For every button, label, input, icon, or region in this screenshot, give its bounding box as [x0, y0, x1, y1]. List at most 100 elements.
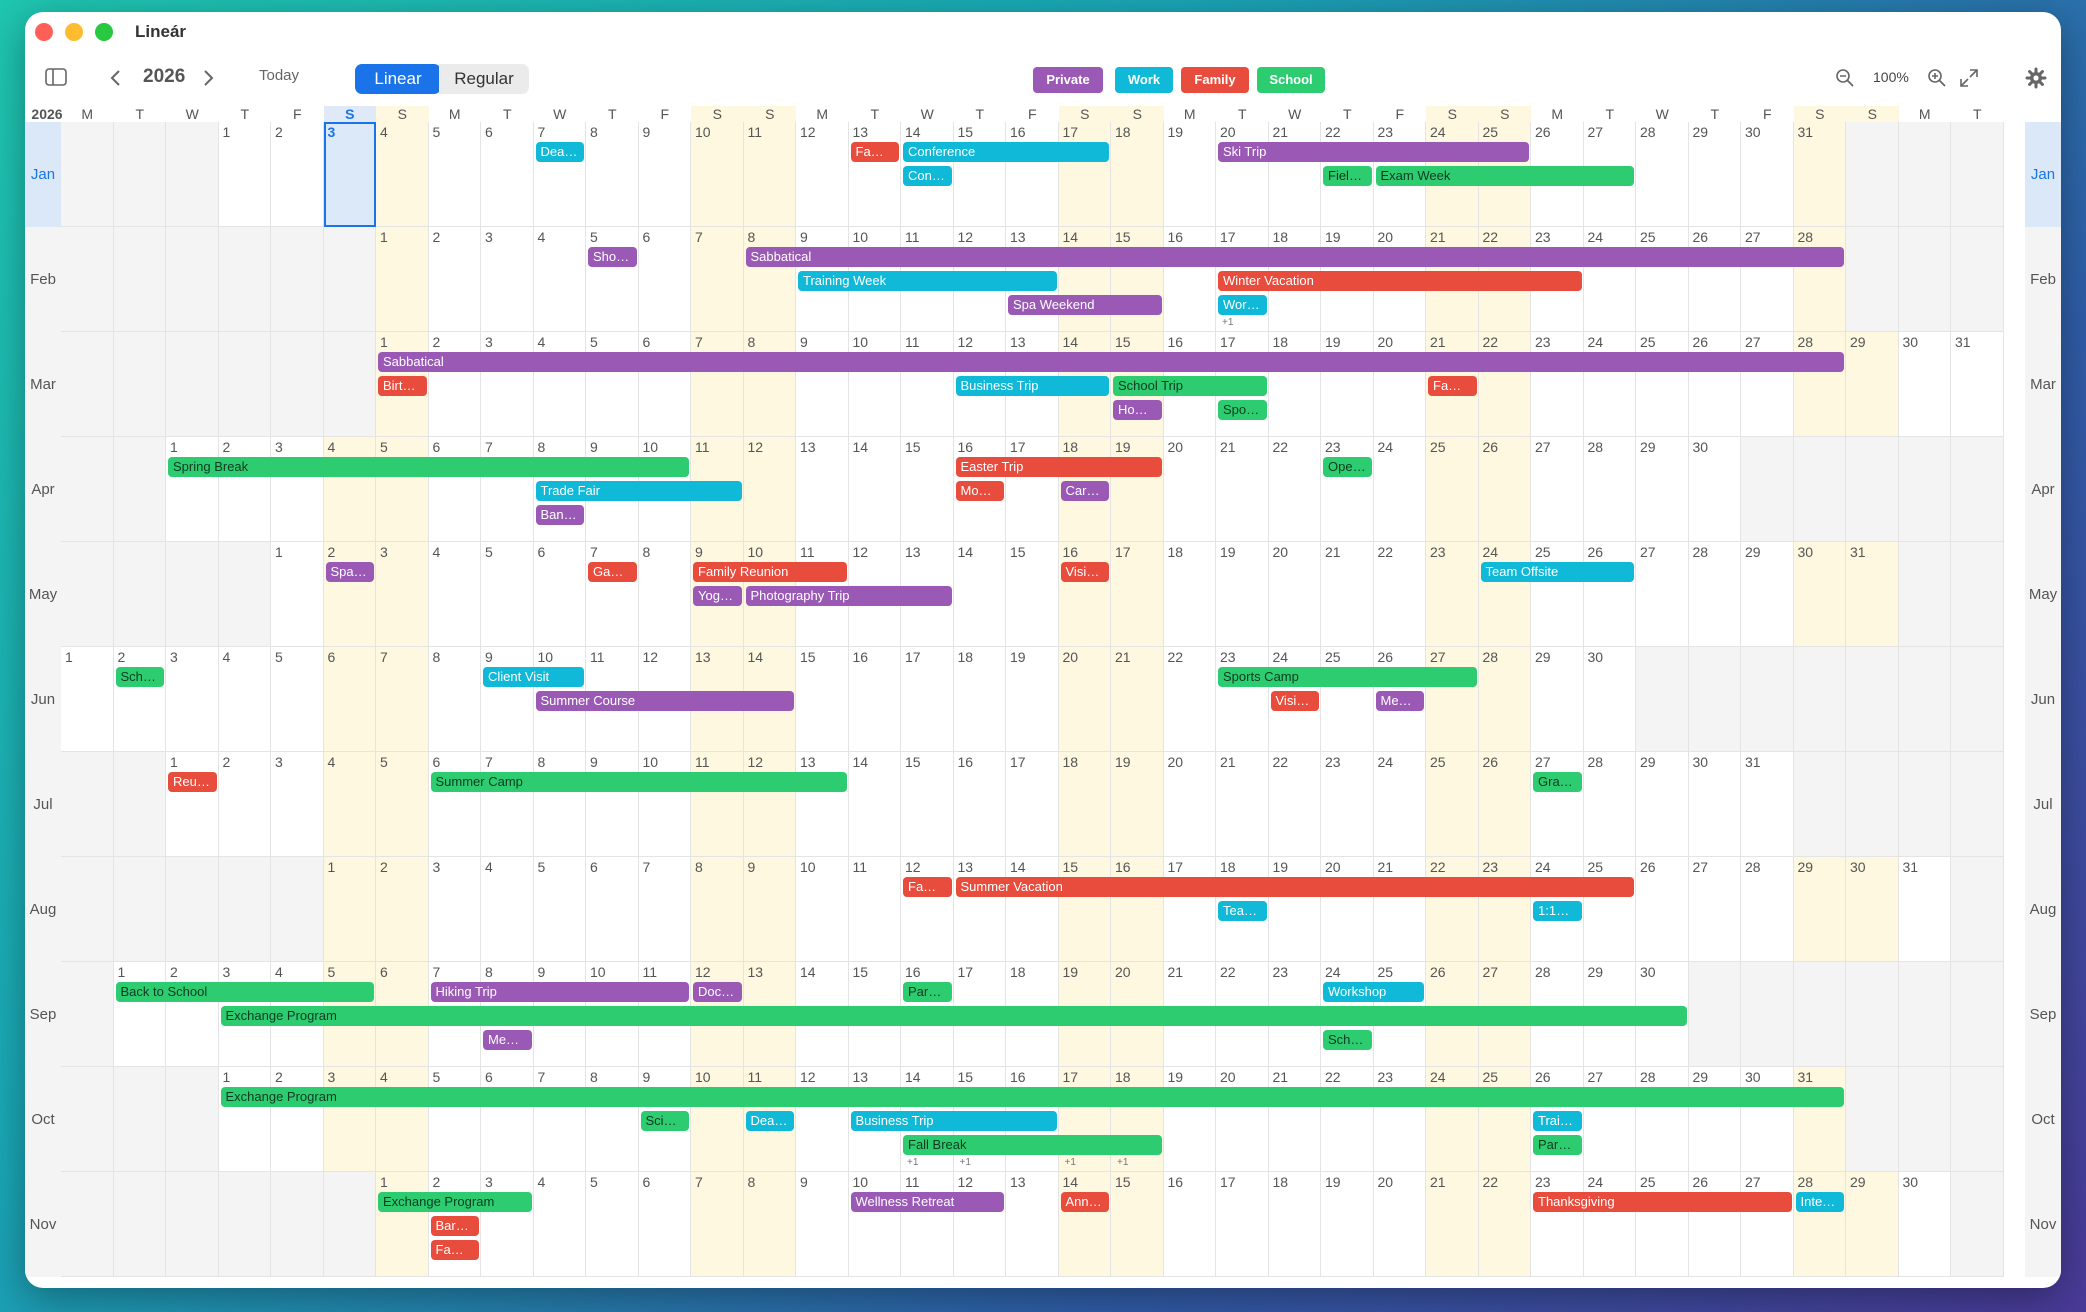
day-cell[interactable] [323, 752, 376, 857]
day-cell[interactable] [481, 647, 534, 752]
event-bar[interactable]: Reu… [168, 772, 217, 792]
event-bar[interactable]: Fa… [1428, 376, 1477, 396]
event-bar[interactable]: Team Offsite [1480, 562, 1634, 582]
day-cell[interactable] [1688, 1172, 1741, 1277]
day-cell[interactable] [953, 437, 1006, 542]
day-cell[interactable] [376, 1067, 429, 1172]
day-cell[interactable] [428, 1172, 481, 1277]
day-cell[interactable] [271, 1067, 324, 1172]
day-cell[interactable] [1216, 437, 1269, 542]
day-cell[interactable] [1373, 647, 1426, 752]
day-cell[interactable] [1898, 332, 1951, 437]
settings-gear-icon[interactable] [2025, 67, 2047, 89]
day-cell[interactable] [1268, 857, 1321, 962]
day-cell[interactable] [113, 647, 166, 752]
day-cell[interactable] [1373, 1067, 1426, 1172]
more-events-badge[interactable]: +1 [1222, 317, 1234, 328]
day-cell[interactable] [166, 962, 219, 1067]
day-cell[interactable] [428, 857, 481, 962]
day-cell[interactable] [428, 437, 481, 542]
day-cell[interactable] [1216, 122, 1269, 227]
event-bar[interactable]: Trade Fair [535, 481, 742, 501]
day-cell[interactable] [1531, 1172, 1584, 1277]
day-cell[interactable] [743, 1172, 796, 1277]
day-cell[interactable] [1636, 437, 1689, 542]
day-cell[interactable] [1793, 857, 1846, 962]
expand-icon[interactable] [1959, 68, 1979, 88]
day-cell[interactable] [1688, 227, 1741, 332]
day-cell[interactable] [1531, 647, 1584, 752]
day-cell[interactable] [1426, 1067, 1479, 1172]
day-cell[interactable] [638, 542, 691, 647]
day-cell[interactable] [796, 752, 849, 857]
day-cell[interactable] [1793, 122, 1846, 227]
day-cell[interactable] [586, 752, 639, 857]
day-cell[interactable] [953, 752, 1006, 857]
day-cell[interactable] [1058, 857, 1111, 962]
event-bar[interactable]: Exchange Program [378, 1192, 532, 1212]
day-cell[interactable] [166, 437, 219, 542]
day-cell[interactable] [1006, 542, 1059, 647]
day-cell[interactable] [376, 1172, 429, 1277]
day-cell[interactable] [428, 1067, 481, 1172]
day-cell[interactable] [691, 332, 744, 437]
day-cell[interactable] [1058, 752, 1111, 857]
day-cell[interactable] [1583, 857, 1636, 962]
close-window-button[interactable] [35, 23, 53, 41]
event-bar[interactable]: Inte… [1795, 1192, 1844, 1212]
day-cell[interactable] [901, 332, 954, 437]
event-bar[interactable]: Wellness Retreat [850, 1192, 1004, 1212]
day-cell[interactable] [901, 437, 954, 542]
day-cell[interactable] [796, 332, 849, 437]
day-cell[interactable] [1321, 1067, 1374, 1172]
day-cell[interactable] [848, 857, 901, 962]
day-cell[interactable] [1636, 752, 1689, 857]
event-bar[interactable]: Me… [1375, 691, 1424, 711]
day-cell[interactable] [1111, 647, 1164, 752]
day-cell[interactable] [1793, 542, 1846, 647]
day-cell[interactable] [218, 647, 271, 752]
day-cell[interactable] [848, 122, 901, 227]
day-cell[interactable] [901, 542, 954, 647]
day-cell[interactable] [481, 122, 534, 227]
day-cell[interactable] [481, 332, 534, 437]
day-cell[interactable] [1006, 752, 1059, 857]
event-bar[interactable]: Sports Camp [1218, 667, 1477, 687]
day-cell[interactable] [691, 122, 744, 227]
day-cell[interactable] [1268, 542, 1321, 647]
legend-chip-school[interactable]: School [1257, 67, 1325, 93]
day-cell[interactable] [428, 227, 481, 332]
day-cell[interactable] [1058, 1172, 1111, 1277]
day-cell[interactable] [1478, 1172, 1531, 1277]
day-cell[interactable] [323, 647, 376, 752]
event-bar[interactable]: Dea… [535, 142, 584, 162]
day-cell[interactable] [533, 857, 586, 962]
day-cell[interactable] [271, 437, 324, 542]
event-bar[interactable]: Par… [903, 982, 952, 1002]
day-cell[interactable] [848, 332, 901, 437]
day-cell[interactable] [166, 752, 219, 857]
day-cell[interactable] [1216, 542, 1269, 647]
day-cell[interactable] [1058, 542, 1111, 647]
day-cell[interactable] [953, 857, 1006, 962]
more-events-badge[interactable]: +1 [907, 1157, 919, 1168]
day-cell[interactable] [376, 122, 429, 227]
day-cell[interactable] [1898, 1172, 1951, 1277]
day-cell[interactable] [1478, 752, 1531, 857]
day-cell[interactable] [533, 227, 586, 332]
view-regular-button[interactable]: Regular [439, 64, 529, 94]
day-cell[interactable] [796, 647, 849, 752]
day-cell[interactable] [848, 647, 901, 752]
day-cell[interactable] [1321, 332, 1374, 437]
day-cell[interactable] [1163, 1172, 1216, 1277]
day-cell[interactable] [586, 122, 639, 227]
day-cell[interactable] [1741, 122, 1794, 227]
day-cell[interactable] [533, 1172, 586, 1277]
day-cell[interactable] [1163, 647, 1216, 752]
day-cell[interactable] [1163, 857, 1216, 962]
event-bar[interactable]: Business Trip [850, 1111, 1057, 1131]
zoom-out-icon[interactable] [1835, 68, 1855, 88]
day-cell[interactable] [691, 752, 744, 857]
day-cell[interactable] [848, 752, 901, 857]
day-cell[interactable] [1583, 647, 1636, 752]
